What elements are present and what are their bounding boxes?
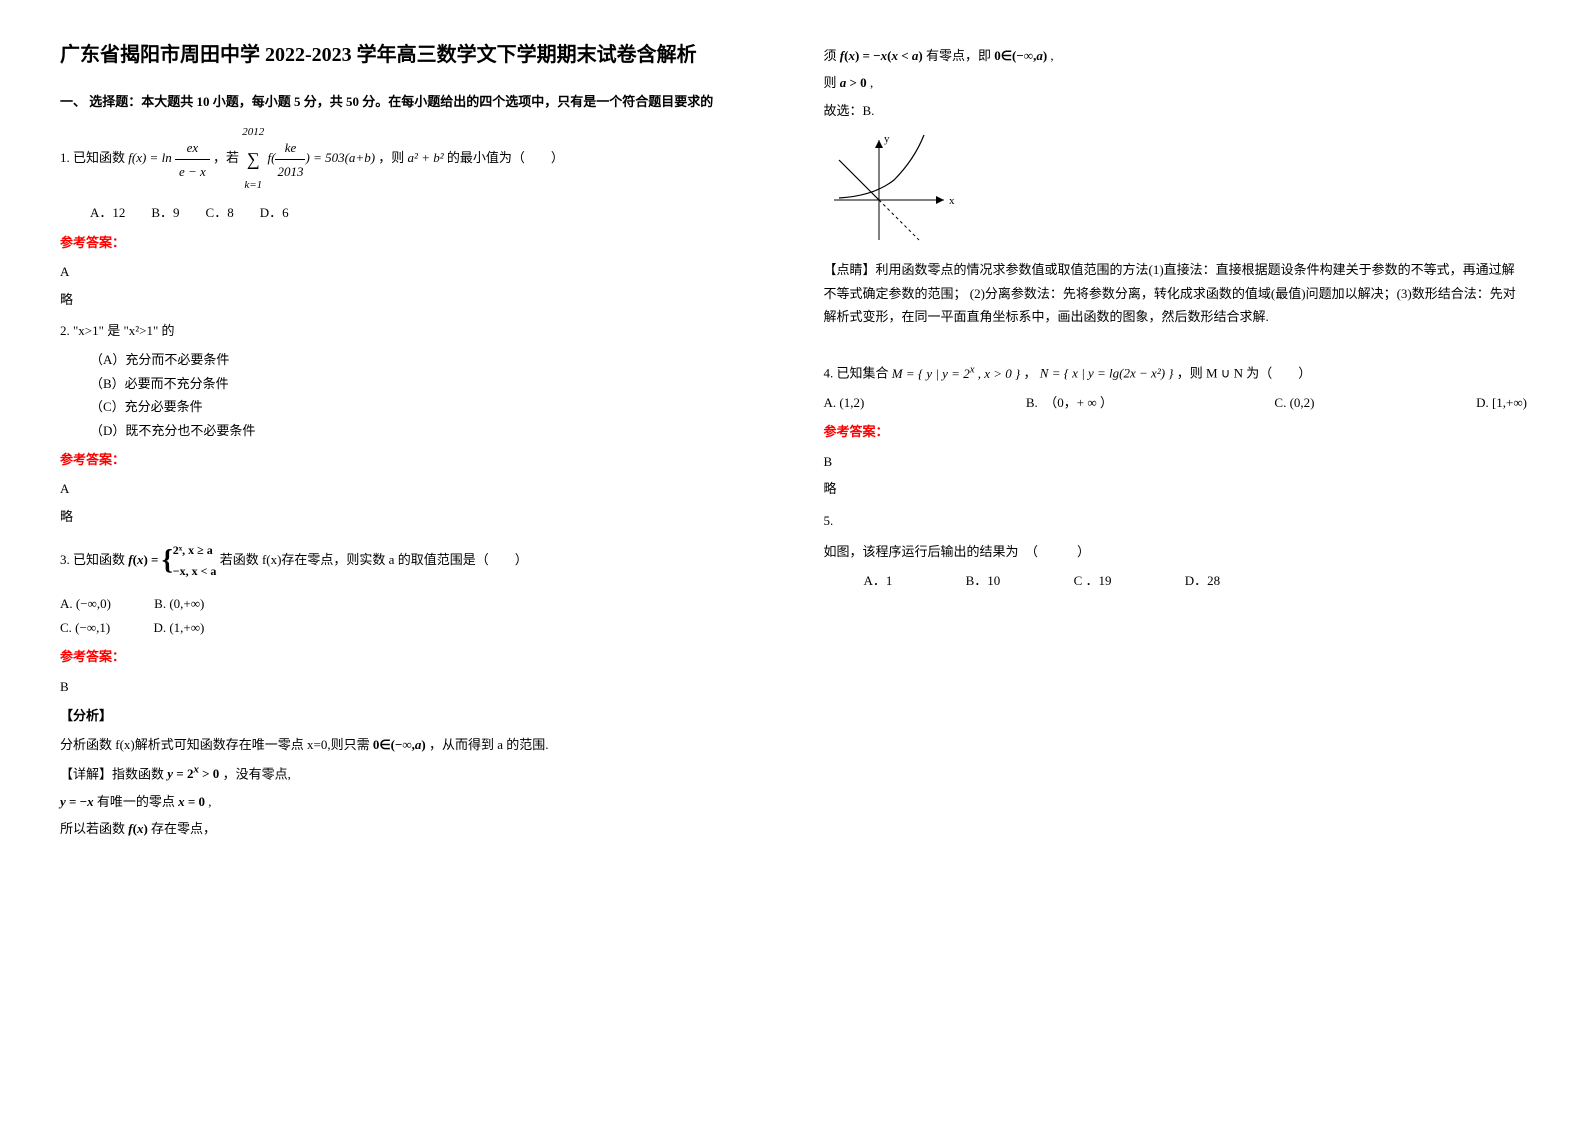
left-column: 广东省揭阳市周田中学 2022-2023 学年高三数学文下学期期末试卷含解析 一… (60, 40, 764, 844)
q3-postnote: 【点睛】利用函数零点的情况求参数值或取值范围的方法(1)直接法：直接根据题设条件… (824, 258, 1528, 328)
q5-opt-b: B．10 (966, 569, 1001, 592)
q3-detail-2: y = −x 有唯一的零点 x = 0 , (60, 790, 764, 813)
q3-opt-b: B. (0,+∞) (154, 592, 204, 615)
svg-text:x: x (949, 195, 955, 207)
q3-opt-a: A. (−∞,0) (60, 592, 111, 615)
q4-options: A. (1,2) B. （0，+ ∞ ） C. (0,2) D. [1,+∞) (824, 391, 1528, 414)
q4-answer: B (824, 450, 1528, 473)
question-3: 3. 已知函数 f(x) = { 2ˣ, x ≥ a −x, x < a 若函数… (60, 536, 764, 586)
q3-opt-c: C. (−∞,1) (60, 616, 110, 639)
q2-opt-b: （B）必要而不充分条件 (90, 372, 764, 395)
q4-note: 略 (824, 477, 1528, 500)
answer-label-1: 参考答案： (60, 231, 764, 254)
q3-stem-post: 若函数 f(x)存在零点，则实数 a 的取值范围是（ ） (220, 552, 528, 567)
q2-opt-c: （C）充分必要条件 (90, 395, 764, 418)
section-1-heading: 一、 选择题：本大题共 10 小题，每小题 5 分，共 50 分。在每小题给出的… (60, 90, 764, 113)
q3-piece-2: −x, x < a (173, 561, 217, 583)
q3-detail-1: 【详解】指数函数 y = 2x > 0 ，没有零点, (60, 761, 764, 786)
q5-options: A．1 B．10 C ．19 D．28 (864, 569, 1528, 592)
q5-opt-a: A．1 (864, 569, 893, 592)
q3-analysis-1: 分析函数 f(x)解析式可知函数存在唯一零点 x=0,则只需 0∈(−∞,a) … (60, 733, 764, 756)
q3-detail-6: 故选：B. (824, 99, 1528, 122)
q3-detail-4: 须 f(x) = −x(x < a) 有零点，即 0∈(−∞,a) , (824, 44, 1528, 67)
q1-stem-pre: 1. 已知函数 (60, 150, 128, 165)
q1-options-text: A．12 B．9 C．8 D．6 (90, 201, 289, 224)
answer-label-2: 参考答案： (60, 448, 764, 471)
exam-title: 广东省揭阳市周田中学 2022-2023 学年高三数学文下学期期末试卷含解析 (60, 40, 764, 70)
question-4: 4. 已知集合 M = { y | y = 2x , x > 0 } ， N =… (824, 360, 1528, 385)
answer-label-3: 参考答案： (60, 645, 764, 668)
q5-opt-c: C ．19 (1074, 569, 1112, 592)
q4-stem-pre: 4. 已知集合 (824, 366, 892, 381)
q3-analysis-head: 【分析】 (60, 704, 764, 727)
q5-opt-d: D．28 (1185, 569, 1220, 592)
q1-answer: A (60, 260, 764, 283)
q3-options-row2: C. (−∞,1) D. (1,+∞) (60, 616, 764, 639)
q3-options-row1: A. (−∞,0) B. (0,+∞) (60, 592, 764, 615)
q3-detail-3: 所以若函数 f(x) 存在零点， (60, 817, 764, 840)
q1-note: 略 (60, 288, 764, 311)
q1-formula-1: f(x) = ln ex e − x (128, 150, 213, 165)
q3-opt-d: D. (1,+∞) (153, 616, 204, 639)
q4-opt-c: C. (0,2) (1274, 391, 1314, 414)
q4-opt-a: A. (1,2) (824, 391, 865, 414)
question-5-stem: 如图，该程序运行后输出的结果为 （ ） (824, 540, 1528, 563)
question-2: 2. "x>1" 是 "x²>1" 的 (60, 319, 764, 342)
q1-stem-mid: ，若 (213, 150, 242, 165)
q3-graph-sketch: x y (824, 130, 964, 250)
answer-label-4: 参考答案： (824, 420, 1528, 443)
svg-text:y: y (884, 133, 890, 145)
spacer (824, 332, 1528, 352)
question-5-num: 5. (824, 509, 1528, 532)
q4-opt-b: B. （0，+ ∞ ） (1026, 391, 1113, 414)
q3-piecewise: f(x) = { 2ˣ, x ≥ a −x, x < a (128, 552, 219, 567)
q1-stem-post: ，则 a² + b² 的最小值为（ ） (378, 150, 564, 165)
q1-options: A．12 B．9 C．8 D．6 (90, 201, 764, 224)
q4-stem-post: ，则 M ∪ N 为（ ） (1177, 366, 1311, 381)
q3-stem-pre: 3. 已知函数 (60, 552, 128, 567)
question-1: 1. 已知函数 f(x) = ln ex e − x ，若 2012 ∑ k=1… (60, 123, 764, 195)
q4-opt-d: D. [1,+∞) (1476, 391, 1527, 414)
q1-formula-2: 2012 ∑ k=1 f( ke 2013 ) = 503(a+b) (242, 150, 378, 165)
q2-opt-a: （A）充分而不必要条件 (90, 348, 764, 371)
q2-options: （A）充分而不必要条件 （B）必要而不充分条件 （C）充分必要条件 （D）既不充… (90, 348, 764, 442)
right-column: 须 f(x) = −x(x < a) 有零点，即 0∈(−∞,a) , 则 a … (824, 40, 1528, 844)
q4-set-m: M = { y | y = 2x , x > 0 } (892, 366, 1021, 381)
q3-answer: B (60, 675, 764, 698)
q2-note: 略 (60, 505, 764, 528)
q3-detail-5: 则 a > 0 , (824, 71, 1528, 94)
q3-piece-1: 2ˣ, x ≥ a (173, 540, 217, 562)
q4-set-n: N = { x | y = lg(2x − x²) } (1040, 366, 1174, 381)
q2-answer: A (60, 477, 764, 500)
page-root: 广东省揭阳市周田中学 2022-2023 学年高三数学文下学期期末试卷含解析 一… (60, 40, 1527, 844)
q2-opt-d: （D）既不充分也不必要条件 (90, 419, 764, 442)
